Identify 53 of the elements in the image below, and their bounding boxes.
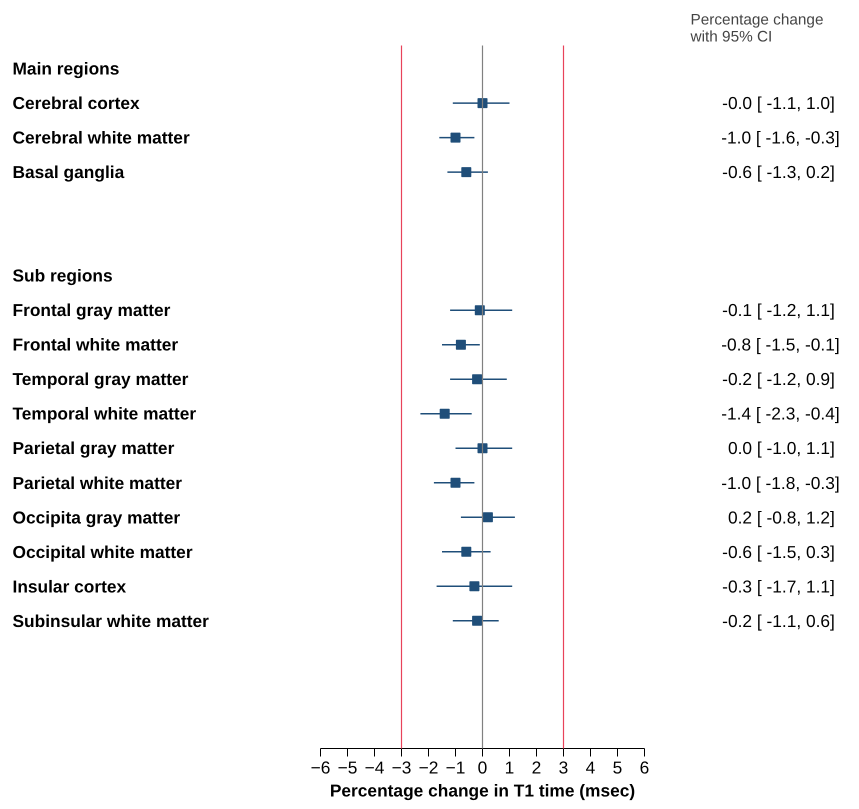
y-tick-label: Parietal gray matter — [12, 438, 175, 458]
data-label: -0.2 [ -1.2, 0.9] — [722, 369, 835, 390]
y-tick-label: Temporal white matter — [12, 404, 196, 424]
data-label: -0.3 [ -1.7, 1.1] — [722, 576, 835, 596]
point — [472, 616, 482, 626]
point — [472, 374, 482, 384]
x-tick-label: −5 — [338, 758, 358, 778]
y-tick-label: Cerebral cortex — [12, 93, 140, 114]
y-tick-label: Occipital white matter — [12, 542, 193, 562]
y-tick-label: Temporal gray matter — [12, 369, 189, 390]
data-label: -1.4 [ -2.3, -0.4] — [721, 404, 840, 424]
x-tick-label: 1 — [504, 758, 514, 778]
x-axis-title: Percentage change in T1 time (msec) — [330, 780, 636, 800]
x-tick-label: −3 — [392, 758, 412, 778]
point — [469, 581, 480, 592]
x-tick-label: −2 — [418, 758, 438, 778]
point — [461, 546, 472, 557]
x-tick-label: 5 — [612, 758, 622, 778]
data-label: -0.6 [ -1.3, 0.2] — [722, 162, 835, 182]
y-tick-label: Subinsular white matter — [12, 610, 210, 631]
y-tick-label: Parietal white matter — [12, 472, 182, 493]
data-label: -0.0 [ -1.1, 1.0] — [722, 93, 835, 114]
data-label: 0.0 [ -1.0, 1.1] — [728, 438, 835, 458]
y-tick-label: Frontal gray matter — [12, 300, 171, 320]
data-label: -1.0 [ -1.6, -0.3] — [721, 128, 840, 148]
point — [456, 340, 466, 350]
data-label: -1.0 [ -1.8, -0.3] — [721, 472, 840, 493]
y-tick-label: Main regions — [12, 58, 120, 79]
y-tick-label: Basal ganglia — [12, 162, 125, 182]
y-tick-label: Frontal white matter — [12, 334, 178, 355]
y-tick-label: Insular cortex — [12, 576, 127, 596]
data-label: -0.1 [ -1.2, 1.1] — [722, 300, 835, 320]
y-tick-label: Sub regions — [12, 266, 113, 286]
x-tick-label: −1 — [446, 758, 466, 778]
text: Percentage change with 95% CI — [690, 12, 824, 46]
point — [450, 478, 460, 488]
point — [482, 512, 493, 522]
x-tick-label: 4 — [586, 758, 596, 778]
y-tick-label: Occipita gray matter — [12, 507, 180, 528]
x-tick-label: −6 — [310, 758, 330, 778]
x-tick-label: 0 — [478, 758, 488, 778]
x-tick-label: −4 — [364, 758, 385, 778]
data-label: -0.2 [ -1.1, 0.6] — [722, 610, 835, 631]
x-tick-label: 3 — [558, 758, 568, 778]
point — [461, 167, 472, 178]
point — [440, 408, 450, 419]
data-label: 0.2 [ -0.8, 1.2] — [728, 507, 835, 528]
y-tick-label: Cerebral white matter — [12, 128, 190, 148]
data-label: -0.6 [ -1.5, 0.3] — [722, 542, 835, 562]
x-tick-label: 2 — [532, 758, 542, 778]
point — [450, 132, 460, 143]
x-tick-label: 6 — [640, 758, 650, 778]
data-label: -0.8 [ -1.5, -0.1] — [721, 334, 840, 355]
